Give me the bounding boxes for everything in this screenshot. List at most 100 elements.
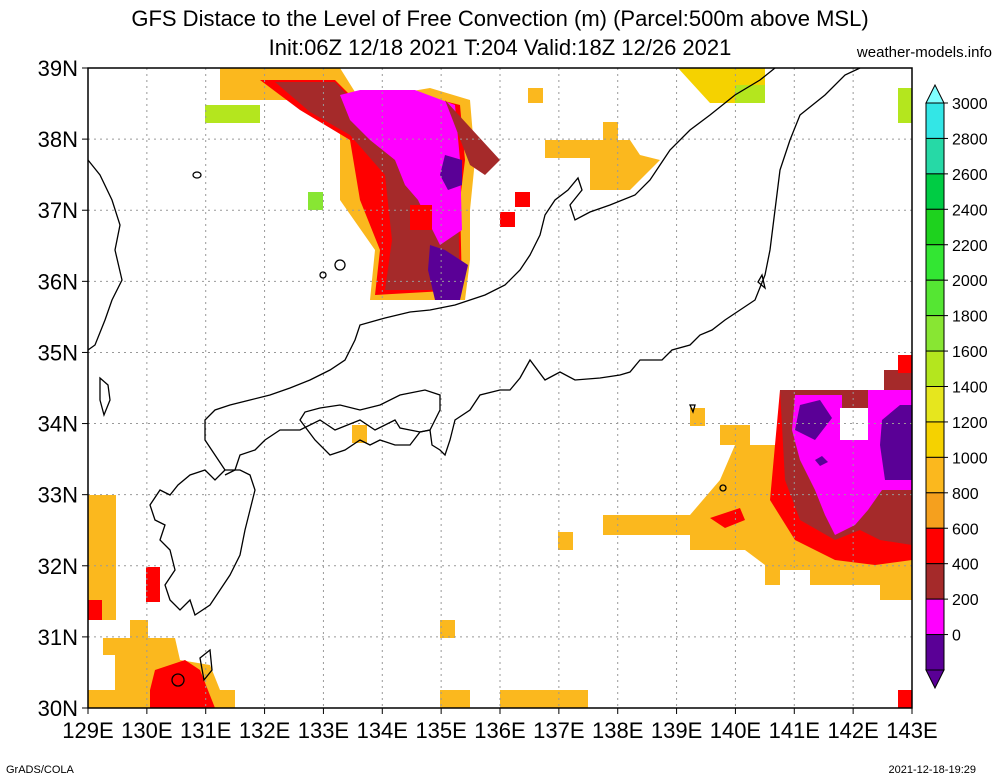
colorbar-segment [925, 456, 945, 494]
coast-honshu-north [204, 67, 776, 471]
lon-label: 139E [651, 718, 702, 743]
lon-label: 130E [121, 718, 172, 743]
lon-label: 136E [474, 718, 525, 743]
coast-island-6 [719, 484, 727, 492]
shade-orange-small-5 [500, 690, 588, 708]
lat-label: 35N [38, 340, 78, 365]
shade-north-brown-2 [445, 100, 500, 175]
shade-red-spot [410, 205, 432, 230]
shade-red-w [88, 600, 102, 620]
lat-label: 39N [38, 56, 78, 81]
lat-label: 31N [38, 625, 78, 650]
colorbar-segment [925, 173, 945, 210]
lon-label: 129E [62, 718, 113, 743]
coast-island-3 [319, 271, 327, 279]
shade-orange-small-4 [440, 690, 470, 708]
colorbar-label: 400 [952, 557, 979, 574]
colorbar-label: 1000 [952, 450, 988, 467]
colorbar-segment [925, 386, 945, 423]
shade-se-purple-3 [815, 456, 828, 466]
colorbar-segment [925, 598, 945, 636]
title-line-2: Init:06Z 12/18 2021 T:204 Valid:18Z 12/2… [268, 35, 732, 60]
lon-label: 133E [298, 718, 349, 743]
coast-island-2 [334, 259, 346, 271]
lon-label: 141E [769, 718, 820, 743]
colorbar-segment [925, 421, 945, 458]
lon-label: 132E [239, 718, 290, 743]
footer-timestamp: 2021-12-18-19:29 [888, 764, 976, 776]
colorbar-segment [925, 315, 945, 352]
colorbar-label: 2400 [952, 202, 988, 219]
lon-label: 134E [357, 718, 408, 743]
shade-red-w2 [146, 567, 160, 602]
colorbar: 3000280026002400220020001800160014001200… [925, 83, 988, 690]
colorbar-label: 600 [952, 521, 979, 538]
shade-north-purple-1 [440, 155, 462, 190]
coast-korea [87, 159, 123, 351]
lat-label: 32N [38, 554, 78, 579]
shade-se-red-2 [898, 355, 912, 373]
colorbar-label: 2200 [952, 238, 988, 255]
shade-green-nw [205, 105, 260, 123]
coast-tanegashima [199, 648, 213, 682]
lat-label: 34N [38, 412, 78, 437]
axis-ticks [82, 67, 913, 714]
coast-yakushima [171, 673, 185, 687]
coast-kyushu [149, 469, 256, 617]
lon-label: 131E [180, 718, 231, 743]
colorbar-label: 3000 [952, 96, 988, 113]
lon-label: 135E [415, 718, 466, 743]
site-credit: weather-models.info [856, 44, 992, 61]
colorbar-label: 800 [952, 486, 979, 503]
coast-honshu-south [224, 67, 861, 476]
colorbar-segment [925, 350, 945, 387]
colorbar-segment [925, 527, 945, 565]
colorbar-label: 2000 [952, 273, 988, 290]
shade-red-se [898, 690, 912, 708]
shade-orange-small-8 [690, 408, 705, 426]
shade-orange-kanto [545, 140, 660, 190]
colorbar-segment [925, 492, 945, 529]
coastlines [87, 67, 861, 687]
colorbar-label: 1200 [952, 415, 988, 432]
colorbar-segment [925, 137, 945, 175]
coast-island-5 [689, 404, 696, 414]
colorbar-segment [925, 279, 945, 317]
shade-se-red-spot [710, 508, 745, 528]
shade-orange-small-7 [558, 532, 573, 550]
lon-label: 138E [592, 718, 643, 743]
shade-north-purple-2 [428, 245, 468, 300]
lat-label: 30N [38, 696, 78, 721]
colorbar-segment [925, 208, 945, 246]
coast-island-1 [192, 171, 202, 179]
lon-label: 142E [827, 718, 878, 743]
coast-shikoku [299, 389, 441, 456]
colorbar-label: 1600 [952, 344, 988, 361]
lon-label: 140E [710, 718, 761, 743]
colorbar-label: 2800 [952, 131, 988, 148]
footer-credit: GrADS/COLA [6, 764, 74, 776]
title-line-1: GFS Distace to the Level of Free Convect… [131, 6, 869, 31]
lon-labels: 129E 130E 131E 132E 133E 134E 135E 136E 137E 138E… [62, 718, 937, 743]
grid-lines [88, 68, 912, 708]
lon-label: 143E [886, 718, 937, 743]
shade-orange-small-1 [528, 88, 543, 103]
lat-label: 33N [38, 483, 78, 508]
shade-orange-w [88, 495, 116, 620]
shading-layer [88, 68, 912, 708]
colorbar-segment [925, 244, 945, 281]
lat-label: 36N [38, 269, 78, 294]
colorbar-label: 1400 [952, 380, 988, 397]
shade-green-ne [735, 85, 765, 103]
shade-green-east [898, 88, 912, 123]
colorbar-top-arrow [925, 83, 945, 104]
shade-orange-small-2 [603, 122, 618, 140]
shade-red-small-1 [500, 212, 515, 227]
shade-orange-small-3 [440, 620, 455, 638]
lon-label: 137E [533, 718, 584, 743]
lat-labels: 39N 38N 37N 36N 35N 34N 33N 32N 31N 30N [38, 56, 78, 721]
shade-green-small [308, 192, 323, 210]
shade-se-purple-1 [795, 400, 832, 440]
colorbar-label: 0 [952, 628, 961, 645]
